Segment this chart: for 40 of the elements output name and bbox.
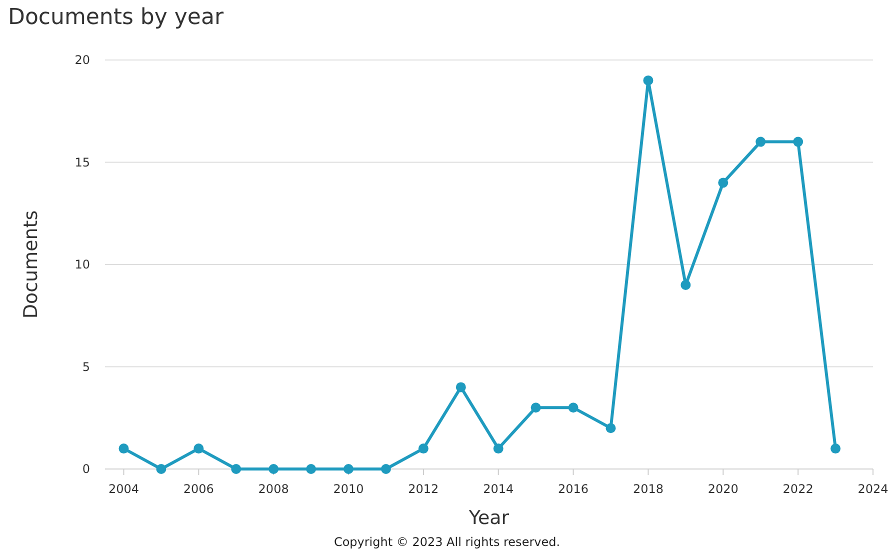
- x-axis-title: Year: [468, 507, 510, 529]
- point: [344, 464, 354, 474]
- point: [568, 402, 578, 413]
- y-axis-title: Documents: [20, 210, 42, 319]
- x-tick-label: 2004: [108, 482, 140, 496]
- point: [118, 444, 129, 454]
- x-tick-label: 2018: [632, 482, 664, 496]
- point: [268, 464, 279, 474]
- y-tick-label: 0: [82, 462, 90, 476]
- x-tick-label: 2012: [408, 482, 439, 496]
- point: [493, 444, 504, 454]
- text: Copyright © 2023 All rights reserved.: [334, 535, 560, 549]
- point: [643, 75, 654, 86]
- point: [606, 423, 616, 434]
- y-tick-label: 5: [82, 360, 90, 374]
- x-tick-label: 2010: [333, 482, 364, 496]
- chart-title: Documents by year: [8, 5, 224, 30]
- point: [306, 464, 316, 474]
- point: [380, 464, 391, 474]
- y-tick-label: 20: [74, 53, 90, 68]
- y-tick-label: 10: [74, 258, 90, 272]
- x-tick-label: 2020: [708, 482, 738, 496]
- point: [756, 136, 766, 147]
- x-tick-label: 2014: [483, 482, 514, 496]
- y-tick-label: 15: [74, 155, 90, 170]
- x-tick-label: 2008: [258, 482, 289, 496]
- point: [680, 280, 691, 290]
- x-tick-label: 2024: [858, 482, 888, 496]
- point: [418, 444, 428, 454]
- x-tick-label: 2016: [558, 482, 589, 496]
- x-tick-label: 2022: [782, 482, 814, 496]
- point: [793, 136, 804, 147]
- x-tick-label: 2006: [183, 482, 214, 496]
- point: [156, 464, 166, 474]
- point: [456, 382, 466, 392]
- point: [718, 178, 728, 188]
- point: [231, 464, 242, 474]
- point: [194, 444, 204, 454]
- point: [530, 402, 541, 413]
- point: [830, 444, 841, 454]
